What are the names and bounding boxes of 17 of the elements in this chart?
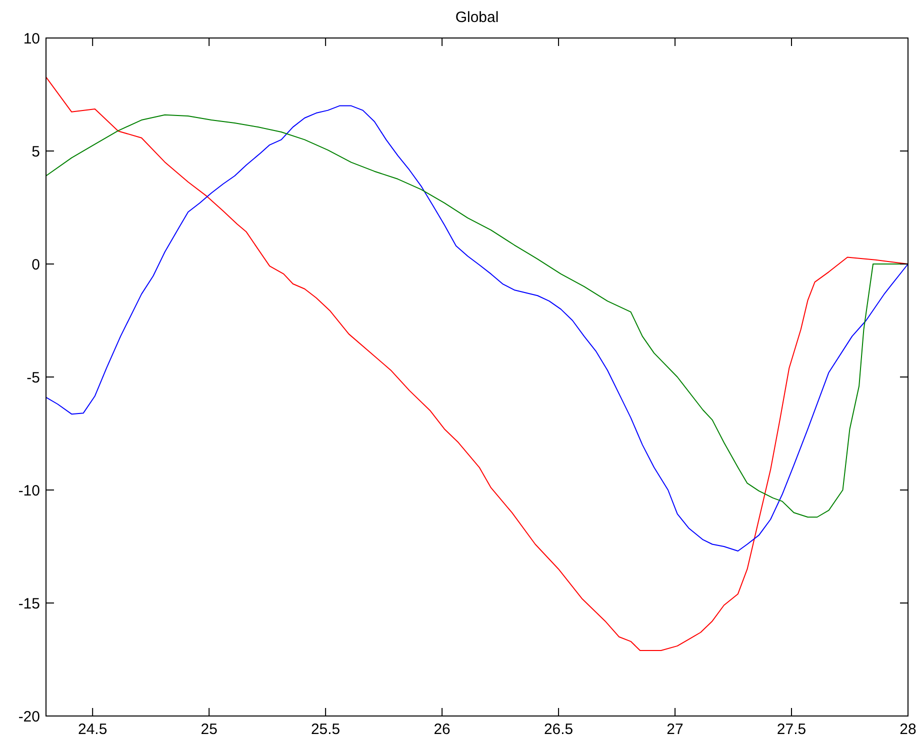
- x-tick-label: 25: [200, 721, 218, 738]
- line-series: [46, 76, 908, 651]
- y-tick-label: -5: [26, 369, 40, 386]
- y-tick-label: 10: [23, 30, 40, 48]
- y-tick-label: -10: [18, 482, 40, 500]
- x-tick-label: 27.5: [776, 721, 806, 738]
- y-tick-label: 0: [32, 256, 40, 274]
- y-tick-label: 5: [32, 143, 40, 160]
- y-tick-label: -15: [18, 595, 40, 612]
- x-tick-label: 27: [666, 721, 684, 738]
- x-tick-label: 28: [900, 721, 916, 738]
- x-tick-label: 26.5: [544, 721, 574, 738]
- x-tick-label: 24.5: [78, 721, 108, 738]
- chart-title: Global: [455, 9, 499, 26]
- y-tick-label: -20: [18, 708, 40, 726]
- x-tick-label: 25.5: [310, 721, 340, 738]
- x-tick-label: 26: [434, 721, 450, 738]
